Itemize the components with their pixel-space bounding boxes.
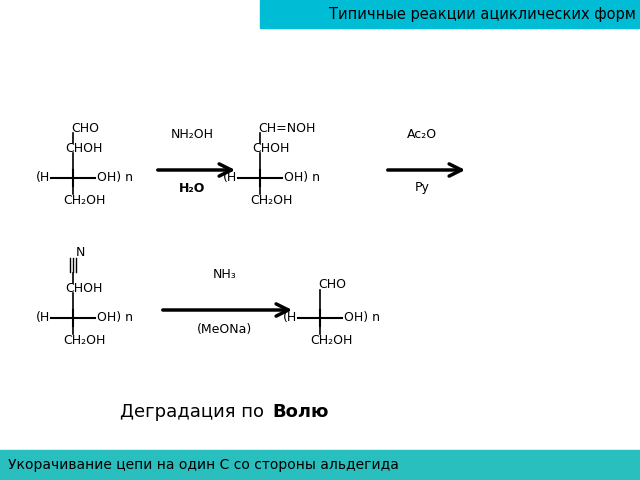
Text: Типичные реакции ациклических форм: Типичные реакции ациклических форм [329, 7, 636, 22]
Text: CH=NOH: CH=NOH [258, 121, 316, 134]
Text: OH) n: OH) n [97, 312, 133, 324]
Text: CHO: CHO [318, 278, 346, 291]
Text: OH) n: OH) n [344, 312, 380, 324]
Text: Укорачивание цепи на один С со стороны альдегида: Укорачивание цепи на один С со стороны а… [8, 458, 399, 472]
Text: CH₂OH: CH₂OH [250, 193, 292, 206]
Text: CHOH: CHOH [65, 142, 102, 155]
Text: H₂O: H₂O [179, 181, 205, 194]
Text: CH₂OH: CH₂OH [63, 193, 106, 206]
Text: (MeONa): (MeONa) [197, 324, 253, 336]
Text: Деградация по: Деградация по [120, 403, 270, 421]
Text: CHOH: CHOH [252, 142, 289, 155]
Text: (H: (H [36, 312, 50, 324]
Text: Волю: Волю [272, 403, 328, 421]
Text: OH) n: OH) n [97, 171, 133, 184]
Text: NH₂OH: NH₂OH [170, 129, 214, 142]
Bar [260, 0, 640, 28]
Text: (H: (H [283, 312, 297, 324]
Bar [0, 450, 640, 480]
Text: CHO: CHO [71, 121, 99, 134]
Text: Py: Py [415, 181, 429, 194]
Text: CH₂OH: CH₂OH [63, 334, 106, 347]
Text: CH₂OH: CH₂OH [310, 334, 353, 347]
Text: Ac₂O: Ac₂O [407, 129, 437, 142]
Text: (H: (H [223, 171, 237, 184]
Text: (H: (H [36, 171, 50, 184]
Text: NH₃: NH₃ [213, 268, 237, 281]
Text: CHOH: CHOH [65, 281, 102, 295]
Text: N: N [76, 245, 85, 259]
Text: OH) n: OH) n [284, 171, 320, 184]
